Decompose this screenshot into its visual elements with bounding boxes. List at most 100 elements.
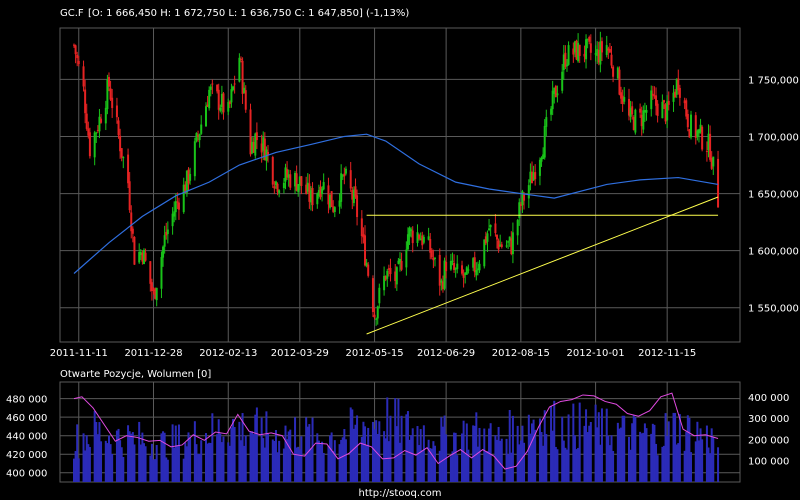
volume-bar	[500, 438, 503, 482]
candle-body	[597, 49, 600, 63]
volume-bar	[233, 426, 236, 482]
volume-bar	[705, 425, 708, 482]
volume-bar	[688, 417, 691, 482]
volume-bar	[329, 435, 332, 482]
volume-bar	[305, 417, 308, 482]
candle-body	[309, 190, 312, 203]
candle-body	[486, 233, 489, 242]
candle-body	[276, 183, 279, 192]
candle-body	[429, 238, 432, 253]
candle-body	[610, 54, 613, 66]
volume-bar	[650, 433, 653, 482]
candle-body	[255, 132, 258, 141]
candle-body	[600, 41, 603, 53]
volume-bar	[144, 446, 147, 482]
volume-bar	[678, 414, 681, 482]
volume-bar	[475, 412, 478, 482]
candle-body	[284, 167, 287, 182]
volume-bar	[96, 434, 99, 482]
volume-bar	[406, 411, 409, 482]
candle-body	[354, 186, 357, 197]
candle-body	[686, 114, 689, 128]
candle-body	[699, 124, 702, 132]
volume-bar	[106, 443, 109, 482]
candle-body	[697, 129, 700, 134]
volume-bar	[297, 446, 300, 482]
candle-body	[88, 132, 91, 157]
candle-body	[642, 110, 645, 130]
volume-bar	[316, 433, 319, 482]
volume-bar	[306, 426, 309, 482]
candle-body	[395, 267, 398, 285]
volume-bar	[227, 442, 230, 482]
volume-bar	[534, 429, 537, 482]
volume-bar	[149, 455, 152, 482]
candle-body	[484, 236, 487, 244]
candle-body	[193, 141, 196, 177]
candle-body	[349, 170, 352, 189]
volume-bar	[255, 407, 258, 482]
candle-body	[297, 184, 300, 193]
volume-bar	[653, 424, 656, 482]
candle-body	[344, 168, 347, 174]
volume-bar	[130, 433, 133, 482]
candle-body	[300, 176, 303, 187]
volume-bar	[421, 450, 424, 482]
candle-body	[575, 40, 578, 60]
candle-body	[405, 249, 408, 268]
candle-body	[717, 158, 720, 208]
y-tick-label-right: 100 000	[748, 457, 789, 468]
volume-bar	[222, 436, 225, 482]
volume-bar	[88, 447, 91, 482]
candle-body	[120, 148, 123, 158]
candle-body	[543, 125, 546, 158]
volume-bar	[422, 425, 425, 482]
candle-body	[343, 173, 346, 177]
x-tick-label: 2012-06-29	[417, 348, 475, 359]
volume-bar	[627, 436, 630, 482]
volume-bar	[243, 445, 246, 482]
y-tick-label-right: 300 000	[748, 414, 789, 425]
volume-bar	[238, 421, 241, 482]
price-panel-frame	[59, 27, 741, 343]
candle-body	[488, 228, 491, 231]
candle-body	[263, 138, 266, 160]
candle-body	[561, 71, 564, 91]
lower-panel-title: Otwarte Pozycje, Wolumen [0]	[60, 369, 211, 380]
candle-body	[690, 114, 693, 138]
volume-bar	[585, 409, 588, 482]
volume-bar	[100, 441, 103, 482]
volume-bar	[554, 446, 557, 482]
candle-body	[206, 104, 209, 107]
candle-body	[464, 272, 467, 275]
y-tick-label: 1 550,000	[748, 304, 799, 315]
candle-body	[152, 290, 155, 292]
candle-body	[286, 169, 289, 178]
candle-body	[171, 213, 174, 227]
candle-body	[462, 274, 465, 278]
candle-body	[98, 116, 101, 132]
volume-bar	[578, 402, 581, 482]
volume-bar	[666, 435, 669, 482]
candle-body	[197, 134, 200, 137]
candle-body	[122, 157, 125, 159]
candle-body	[588, 37, 591, 42]
volume-bar	[430, 448, 433, 482]
volume-bar	[656, 455, 659, 482]
volume-bar	[486, 451, 489, 482]
candle-body	[653, 95, 656, 97]
candle-body	[117, 120, 120, 136]
candle-body	[421, 235, 424, 246]
volume-bar	[133, 444, 136, 482]
candle-body	[578, 44, 581, 56]
candle-body	[305, 184, 308, 194]
source-link[interactable]: http://stooq.com	[359, 488, 442, 499]
candle-body	[406, 234, 409, 250]
volume-bar	[354, 424, 357, 482]
volume-bar	[284, 425, 287, 482]
candle-body	[373, 314, 376, 318]
candle-body	[397, 260, 400, 264]
volume-bar	[298, 449, 301, 482]
candle-body	[128, 181, 131, 211]
candle-body	[73, 44, 75, 46]
